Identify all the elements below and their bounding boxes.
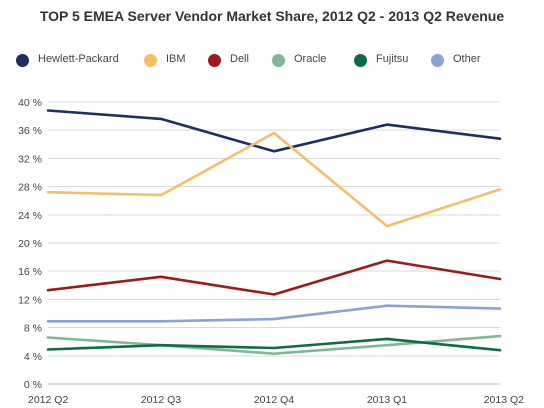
x-tick-label: 2013 Q1 <box>367 394 407 406</box>
legend-label-fujitsu: Fujitsu <box>376 53 409 65</box>
y-tick-label: 28 % <box>18 182 42 194</box>
legend-label-hewlett-packard: Hewlett-Packard <box>38 53 119 65</box>
x-tick-label: 2012 Q4 <box>254 394 294 406</box>
y-tick-label: 40 % <box>18 97 42 109</box>
series-line-hewlett-packard <box>46 109 502 153</box>
y-tick-label: 36 % <box>18 125 42 137</box>
legend-label-dell: Dell <box>230 53 249 65</box>
series-line-fujitsu <box>46 337 502 352</box>
x-tick-label: 2013 Q2 <box>484 394 524 406</box>
series-line-other <box>46 304 502 323</box>
series-line-ibm <box>46 131 502 228</box>
x-tick-label: 2012 Q2 <box>28 394 68 406</box>
y-tick-label: 16 % <box>18 266 42 278</box>
legend-swatch-dell <box>208 54 221 67</box>
series-line-oracle <box>46 334 502 356</box>
legend-label-other: Other <box>453 53 481 65</box>
y-tick-label: 20 % <box>18 238 42 250</box>
legend-label-oracle: Oracle <box>294 53 327 65</box>
legend-swatch-ibm <box>144 54 157 67</box>
chart-title: TOP 5 EMEA Server Vendor Market Share, 2… <box>39 8 505 24</box>
legend-swatch-fujitsu <box>354 54 367 67</box>
series-line-dell <box>46 259 502 296</box>
y-tick-label: 4 % <box>24 351 42 363</box>
y-tick-label: 24 % <box>18 210 42 222</box>
y-tick-label: 12 % <box>18 294 42 306</box>
legend-swatch-oracle <box>272 54 285 67</box>
y-tick-label: 8 % <box>24 323 42 335</box>
y-tick-label: 0 % <box>24 379 42 391</box>
legend-label-ibm: IBM <box>166 53 186 65</box>
legend-swatch-other <box>431 54 444 67</box>
y-tick-label: 32 % <box>18 153 42 165</box>
x-tick-label: 2012 Q3 <box>141 394 181 406</box>
legend-swatch-hewlett-packard <box>16 54 29 67</box>
